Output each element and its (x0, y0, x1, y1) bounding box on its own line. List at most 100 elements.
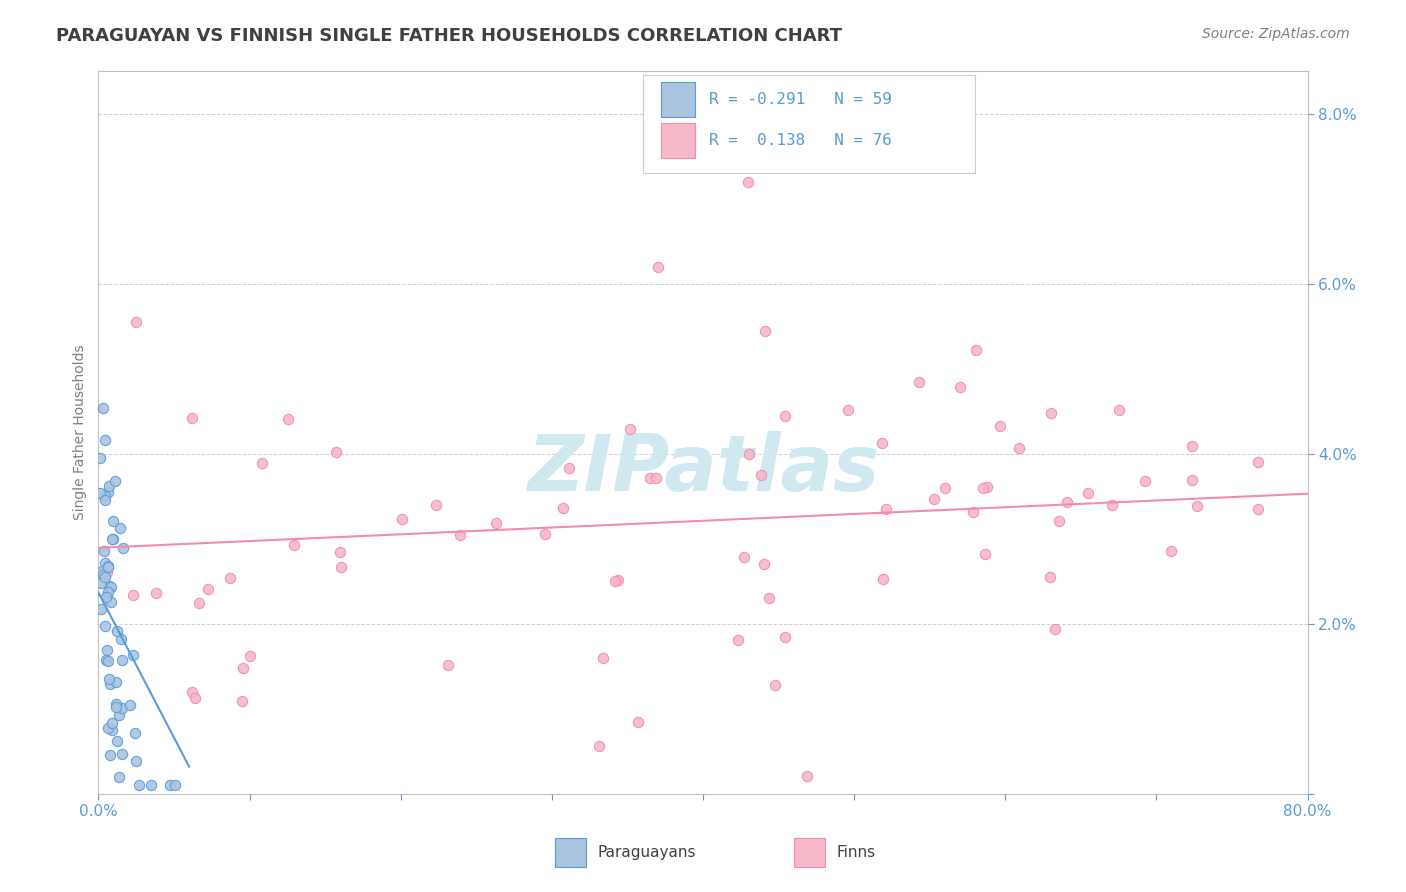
Point (1101, 499, 1123, 513)
Point (1045, 622, 1067, 636)
Point (105, 734, 128, 748)
Point (122, 588, 145, 602)
Point (727, 633, 749, 648)
Bar (661, 82, 695, 117)
Point (145, 585, 167, 599)
Point (97, 559, 120, 574)
Point (329, 545, 352, 559)
Point (94, 653, 117, 667)
Point (976, 480, 998, 494)
Point (737, 175, 759, 189)
Point (128, 778, 150, 792)
Point (97, 721, 120, 735)
Point (94, 591, 117, 605)
Point (97, 654, 120, 668)
Point (101, 723, 124, 737)
Point (89, 486, 111, 500)
Point (1108, 402, 1130, 417)
Text: R =  0.138   N = 76: R = 0.138 N = 76 (709, 133, 891, 148)
Text: Finns: Finns (837, 845, 876, 860)
Point (181, 410, 204, 425)
Point (90, 564, 112, 578)
Point (104, 699, 127, 714)
Point (105, 624, 128, 639)
Text: ZIPatlas: ZIPatlas (527, 431, 879, 507)
Point (1181, 439, 1204, 453)
Point (733, 549, 755, 564)
Point (232, 661, 254, 675)
Point (588, 739, 610, 754)
Point (187, 595, 209, 609)
Point (645, 471, 668, 485)
Point (972, 481, 994, 495)
Point (973, 547, 995, 561)
Point (1008, 441, 1031, 455)
Point (277, 411, 299, 425)
Point (870, 436, 893, 450)
Point (91, 567, 114, 582)
Point (108, 708, 131, 723)
Point (90, 602, 112, 616)
Point (139, 778, 162, 792)
Point (837, 403, 859, 417)
Point (934, 481, 956, 495)
Point (96, 643, 118, 657)
Point (197, 582, 219, 597)
Point (218, 571, 240, 585)
Point (97, 579, 120, 593)
Point (108, 521, 131, 535)
FancyBboxPatch shape (643, 75, 976, 172)
Point (231, 694, 253, 708)
Text: Source: ZipAtlas.com: Source: ZipAtlas.com (1202, 27, 1350, 41)
Point (534, 527, 557, 541)
Point (100, 747, 122, 762)
Point (111, 747, 134, 761)
Point (908, 376, 931, 390)
Point (1181, 473, 1204, 487)
Point (120, 698, 142, 712)
Point (111, 653, 134, 667)
Point (773, 409, 796, 424)
Point (184, 691, 207, 706)
Point (100, 716, 122, 731)
Point (391, 512, 413, 526)
Point (1047, 514, 1070, 528)
Point (437, 657, 460, 672)
Point (101, 532, 124, 546)
Point (619, 422, 641, 436)
Point (111, 541, 134, 555)
Point (1039, 569, 1062, 583)
Point (110, 632, 132, 646)
Point (965, 343, 987, 357)
Point (962, 505, 984, 519)
Point (872, 572, 894, 586)
Point (100, 580, 122, 594)
Point (94, 570, 117, 584)
Point (449, 528, 471, 542)
Point (94, 493, 117, 508)
Point (949, 380, 972, 394)
Text: PARAGUAYAN VS FINNISH SINGLE FATHER HOUSEHOLDS CORRELATION CHART: PARAGUAYAN VS FINNISH SINGLE FATHER HOUS… (56, 27, 842, 45)
Point (763, 678, 786, 692)
Point (94, 489, 117, 503)
Point (553, 500, 575, 515)
Point (125, 315, 148, 329)
Point (239, 648, 262, 663)
Point (738, 447, 761, 461)
Point (108, 770, 131, 784)
Point (1247, 502, 1270, 516)
Point (752, 557, 775, 571)
Point (91, 566, 114, 580)
Point (89, 450, 111, 465)
Point (97, 484, 120, 499)
Point (165, 778, 187, 792)
Point (1185, 500, 1208, 514)
Point (90, 576, 112, 591)
Bar (555, 838, 586, 867)
Point (638, 471, 661, 485)
Point (124, 725, 146, 739)
Point (121, 648, 143, 662)
Point (93, 434, 115, 448)
Point (775, 630, 797, 644)
Point (1077, 486, 1099, 500)
